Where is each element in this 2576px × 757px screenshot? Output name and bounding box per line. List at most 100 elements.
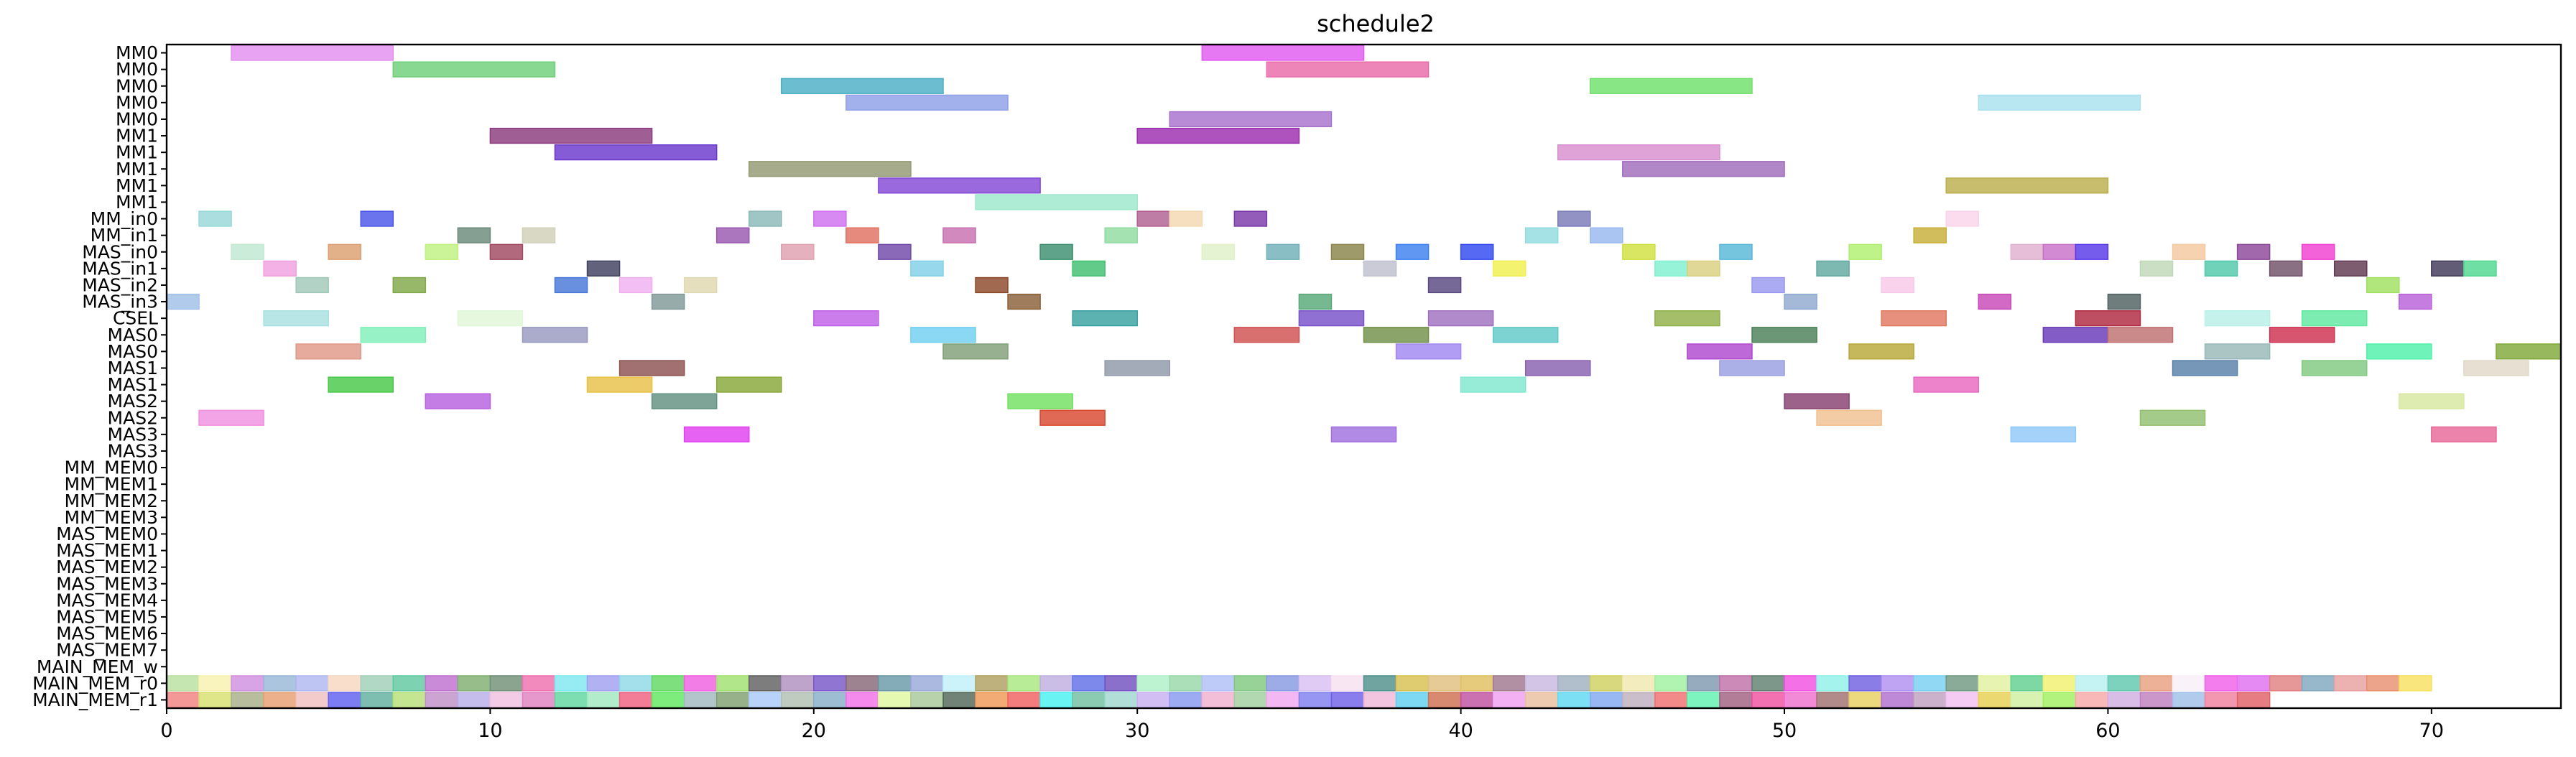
task-bar-140 — [683, 426, 750, 442]
task-bar-41 — [878, 243, 912, 260]
mem-bar-38-24 — [942, 675, 976, 692]
mem-bar-38-6 — [360, 675, 394, 692]
mem-bar-39-27 — [1039, 692, 1073, 708]
mem-bar-39-51 — [1816, 692, 1850, 708]
task-bar-139 — [2139, 409, 2206, 426]
mem-bar-38-15 — [651, 675, 685, 692]
task-bar-99 — [2204, 310, 2271, 327]
mem-bar-38-61 — [2139, 675, 2174, 692]
mem-bar-39-53 — [1881, 692, 1914, 708]
mem-bar-39-5 — [328, 692, 361, 708]
task-bar-123 — [2172, 360, 2238, 376]
mem-bar-39-63 — [2204, 692, 2238, 708]
mem-bar-38-16 — [683, 675, 718, 692]
mem-bar-39-48 — [1719, 692, 1753, 708]
task-bar-50 — [1848, 243, 1882, 260]
mem-bar-38-19 — [781, 675, 815, 692]
task-bar-54 — [2172, 243, 2206, 260]
task-bar-101 — [360, 327, 427, 343]
mem-bar-39-3 — [263, 692, 297, 708]
mem-bar-39-37 — [1363, 692, 1397, 708]
task-bar-69 — [2333, 260, 2368, 277]
mem-bar-38-26 — [1007, 675, 1041, 692]
mem-bar-39-10 — [489, 692, 524, 708]
mem-bar-38-11 — [522, 675, 556, 692]
mem-bar-38-46 — [1654, 675, 1688, 692]
mem-bar-38-57 — [2010, 675, 2044, 692]
task-bar-44 — [1266, 243, 1300, 260]
y-tick-label: MM1 — [116, 175, 158, 196]
mem-bar-38-59 — [2075, 675, 2109, 692]
y-tick-label: MAS_MEM3 — [56, 573, 158, 594]
task-bar-30 — [845, 227, 879, 243]
mem-bar-39-55 — [1945, 692, 1980, 708]
mem-bar-39-54 — [1913, 692, 1947, 708]
mem-bar-39-46 — [1654, 692, 1688, 708]
mem-bar-38-68 — [2366, 675, 2400, 692]
mem-bar-38-48 — [1719, 675, 1753, 692]
task-bar-143 — [2431, 426, 2497, 442]
mem-bar-38-60 — [2107, 675, 2141, 692]
mem-bar-38-58 — [2042, 675, 2077, 692]
task-bar-52 — [2042, 243, 2077, 260]
task-bar-122 — [1719, 360, 1785, 376]
task-bar-92 — [813, 310, 879, 327]
x-tick-label: 20 — [802, 720, 826, 742]
mem-bar-39-42 — [1524, 692, 1559, 708]
mem-bar-38-36 — [1330, 675, 1365, 692]
y-tick-label: MM0 — [116, 75, 158, 96]
mem-bar-39-57 — [2010, 692, 2044, 708]
mem-bar-38-41 — [1492, 675, 1526, 692]
task-bar-118 — [2496, 343, 2562, 360]
mem-bar-38-54 — [1913, 675, 1947, 692]
task-bar-71 — [2463, 260, 2497, 277]
task-bar-108 — [2042, 327, 2109, 343]
task-bar-100 — [2301, 310, 2368, 327]
y-tick-label: MM0 — [116, 42, 158, 63]
task-bar-42 — [1039, 243, 1073, 260]
task-bar-8 — [1169, 111, 1333, 128]
mem-bar-39-14 — [618, 692, 653, 708]
task-bar-73 — [392, 277, 427, 294]
mem-bar-39-32 — [1201, 692, 1236, 708]
mem-bar-38-20 — [813, 675, 847, 692]
task-bar-66 — [2139, 260, 2174, 277]
mem-bar-39-26 — [1007, 692, 1041, 708]
mem-bar-38-22 — [878, 675, 912, 692]
y-tick-label: CSEL — [113, 308, 158, 329]
task-bar-103 — [910, 327, 976, 343]
task-bar-43 — [1201, 243, 1236, 260]
task-bar-33 — [1524, 227, 1559, 243]
task-bar-110 — [2269, 327, 2335, 343]
task-bar-119 — [618, 360, 685, 376]
task-bar-7 — [1978, 94, 2141, 111]
mem-bar-38-35 — [1298, 675, 1333, 692]
mem-bar-39-13 — [586, 692, 621, 708]
task-bar-29 — [715, 227, 750, 243]
mem-bar-38-28 — [1072, 675, 1106, 692]
y-tick-label: MAS_MEM1 — [56, 540, 158, 561]
mem-bar-39-19 — [781, 692, 815, 708]
task-bar-6 — [845, 94, 1009, 111]
mem-bar-38-29 — [1104, 675, 1138, 692]
mem-bar-39-56 — [1978, 692, 2012, 708]
task-bar-35 — [1913, 227, 1947, 243]
task-bar-77 — [975, 277, 1009, 294]
mem-bar-39-35 — [1298, 692, 1333, 708]
task-bar-49 — [1719, 243, 1753, 260]
task-bar-131 — [425, 393, 491, 409]
task-bar-25 — [1557, 210, 1591, 227]
task-bar-64 — [1687, 260, 1720, 277]
x-tick-label: 30 — [1125, 720, 1149, 742]
mem-bar-39-44 — [1590, 692, 1623, 708]
task-bar-137 — [1039, 409, 1106, 426]
mem-bar-38-30 — [1136, 675, 1171, 692]
task-bar-32 — [1104, 227, 1138, 243]
mem-bar-39-7 — [392, 692, 427, 708]
mem-bar-39-62 — [2172, 692, 2206, 708]
mem-bar-38-43 — [1557, 675, 1591, 692]
mem-bar-39-64 — [2236, 692, 2271, 708]
mem-bar-39-29 — [1104, 692, 1138, 708]
x-tick-label: 10 — [478, 720, 502, 742]
x-tick-label: 0 — [160, 720, 172, 742]
